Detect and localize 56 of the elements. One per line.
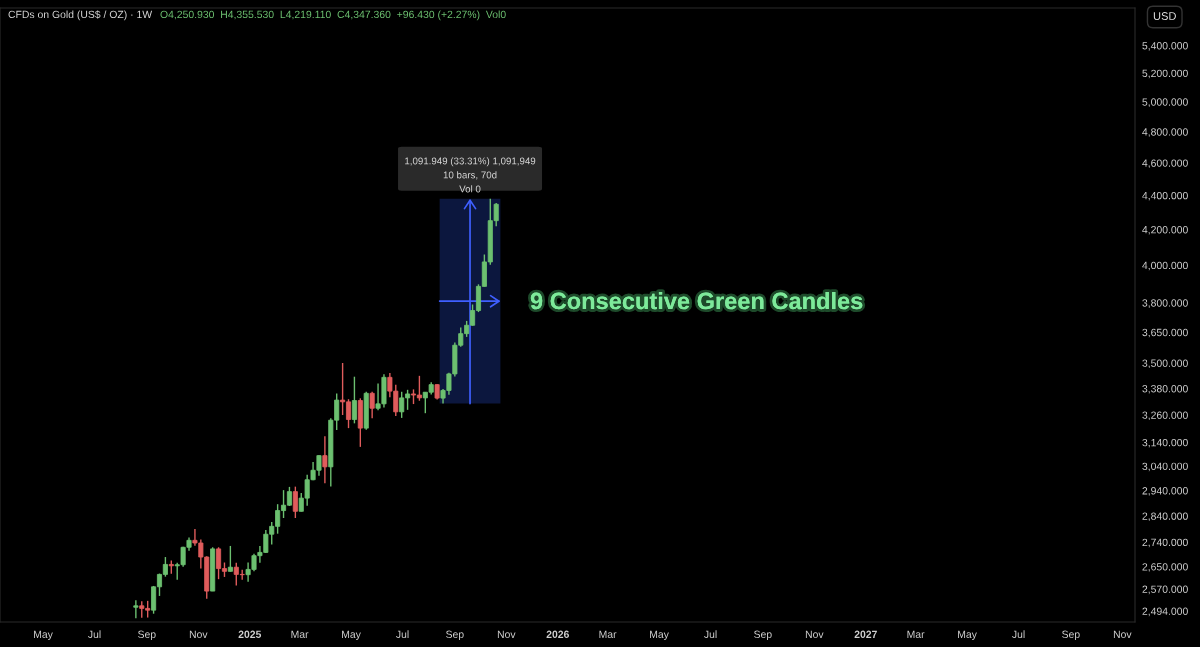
x-tick-label: Sep [754,630,772,641]
y-tick-label: 4,400.000 [1142,191,1188,201]
y-tick-label: 4,600.000 [1142,159,1188,169]
annotation: 9 Consecutive Green Candles [530,291,863,310]
annotation: O4,250.930 H4,355.530 L4,219.110 C4,347.360 +96.430 (+2.27%) Vol0 [160,10,506,21]
annotation: Vol 0 [459,185,481,193]
y-tick-label: 3,380.000 [1142,385,1188,394]
x-tick-label: May [958,630,977,641]
y-tick-label: 5,000.000 [1142,98,1188,107]
y-tick-label: 5,200.000 [1142,69,1188,79]
x-tick-label: 2027 [854,630,877,638]
y-tick-label: 3,040.000 [1142,462,1188,472]
x-tick-label: May [650,630,669,641]
y-tick-label: 2,650.000 [1142,563,1188,572]
y-tick-label: 3,800.000 [1142,299,1188,308]
x-tick-label: Nov [805,630,824,638]
candlestick [133,599,139,619]
y-tick-label: 2,940.000 [1142,487,1188,496]
x-tick-label: Nov [1113,630,1132,638]
annotation: 1,091.949 (33.31%) 1,091,949 [405,157,536,167]
y-tick-label: 3,260.000 [1142,411,1188,421]
chart-title: CFDs on Gold (US$ / OZ) · 1W [8,10,153,21]
x-tick-label: Mar [907,630,925,638]
x-tick-label: Jul [396,630,409,638]
y-tick-label: 3,650.000 [1142,328,1188,338]
x-tick-label: 2026 [546,630,570,638]
y-tick-label: 2,740.000 [1142,538,1188,548]
y-tick-label: 2,494.000 [1142,607,1188,617]
candlestick [227,545,233,573]
annotation: 10 bars, 70d [443,171,497,180]
y-tick-label: 3,500.000 [1142,359,1188,369]
y-tick-label: 3,140.000 [1142,438,1188,448]
y-tick-label: 5,400.000 [1142,42,1188,51]
candlestick [351,376,357,425]
candlestick [292,485,298,519]
y-tick-label: 4,200.000 [1142,226,1188,235]
y-tick-label: 2,570.000 [1142,585,1188,595]
y-tick-label: 2,840.000 [1142,512,1188,522]
text: USD [1153,12,1176,20]
x-tick-label: Sep [138,630,156,641]
y-tick-label: 4,000.000 [1142,261,1188,271]
x-tick-label: May [34,630,53,641]
x-tick-label: Nov [497,630,516,638]
x-tick-label: Jul [88,630,101,638]
x-tick-label: Sep [1062,630,1080,641]
x-tick-label: 2025 [238,630,262,638]
x-tick-label: Mar [291,630,309,638]
candlestick [322,435,328,484]
x-tick-label: Nov [189,630,208,638]
y-tick-label: 4,800.000 [1142,128,1188,137]
candlestick [369,391,375,420]
x-tick-label: Jul [704,630,717,638]
x-tick-label: Sep [446,630,464,641]
x-tick-label: May [342,630,361,641]
x-tick-label: Jul [1012,630,1025,638]
x-tick-label: Mar [599,630,617,638]
